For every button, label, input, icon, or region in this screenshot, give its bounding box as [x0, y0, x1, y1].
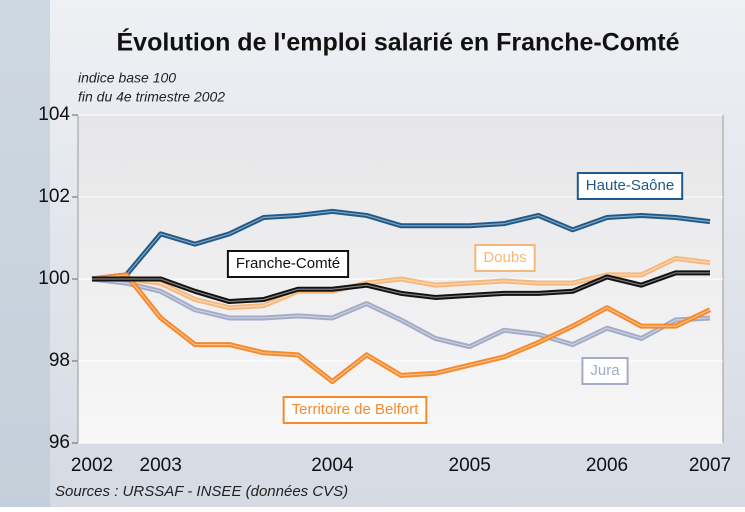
x-tick-label: 2006: [586, 455, 628, 476]
series-label: Territoire de Belfort: [292, 401, 420, 418]
series-label: Jura: [590, 362, 620, 379]
y-tick-label: 96: [49, 432, 70, 453]
x-tick-label: 2003: [140, 455, 182, 476]
y-tick-label: 104: [38, 104, 70, 125]
side-strip: [0, 0, 50, 507]
series-label: Haute-Saône: [586, 177, 674, 194]
subtitle: indice base 100: [78, 70, 176, 86]
x-tick-label: 2004: [311, 455, 354, 476]
series-label: Doubs: [483, 249, 526, 266]
y-tick-label: 100: [38, 268, 70, 289]
y-tick-label: 98: [49, 350, 70, 371]
source: Sources : URSSAF - INSEE (données CVS): [55, 483, 348, 500]
y-tick-label: 102: [38, 186, 70, 207]
chart: Évolution de l'emploi salarié en Franche…: [0, 0, 745, 507]
series-label: Franche-Comté: [236, 255, 340, 272]
x-tick-label: 2005: [449, 455, 491, 476]
x-tick-label: 2002: [71, 455, 113, 476]
subtitle: fin du 4e trimestre 2002: [78, 89, 225, 105]
x-tick-label: 2007: [689, 455, 731, 476]
chart-title: Évolution de l'emploi salarié en Franche…: [116, 28, 679, 57]
